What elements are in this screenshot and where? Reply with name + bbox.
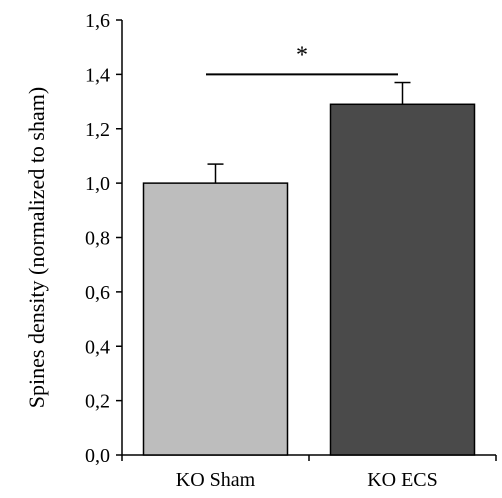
significance-marker: *	[296, 42, 308, 68]
y-axis: 0,0 0,2 0,4 0,6 0,8 1,0 1,2 1,4 1,6	[85, 10, 123, 467]
y-tick-label: 0,6	[85, 282, 110, 304]
y-axis-label: Spines density (normalized to sham)	[24, 87, 49, 408]
y-tick-label: 0,2	[85, 391, 110, 413]
x-category-label: KO ECS	[367, 469, 438, 491]
significance-annotation: *	[206, 42, 398, 76]
y-tick-label: 0,4	[85, 336, 110, 358]
error-bars	[207, 81, 411, 184]
y-tick-label: 1,4	[85, 64, 110, 86]
bars	[142, 103, 476, 456]
bar-ko-ecs	[329, 103, 476, 456]
x-category-label: KO Sham	[176, 469, 256, 491]
y-tick-label: 1,2	[85, 119, 110, 141]
y-tick-label: 0,0	[85, 445, 110, 467]
y-tick-label: 1,6	[85, 10, 110, 32]
bar-ko-sham	[142, 182, 289, 456]
x-axis: KO Sham KO ECS	[121, 454, 497, 491]
y-tick-label: 0,8	[85, 228, 110, 250]
y-tick-label: 1,0	[85, 173, 110, 195]
